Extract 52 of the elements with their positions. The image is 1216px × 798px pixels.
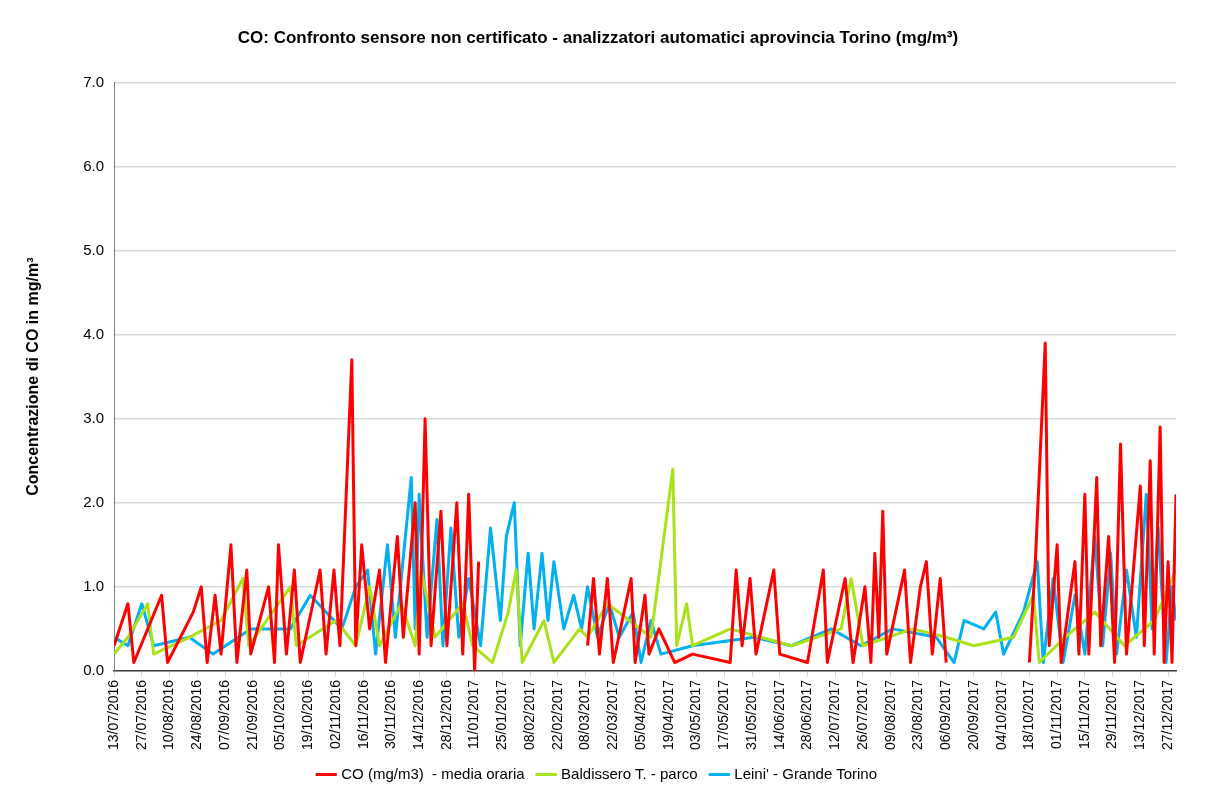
x-tick-label: 21/09/2016 bbox=[243, 679, 260, 751]
y-axis-title: Concentrazione di CO in mg/m³ bbox=[24, 257, 42, 496]
x-tick-label: 20/09/2017 bbox=[964, 679, 981, 751]
x-tick-label: 27/07/2016 bbox=[132, 679, 149, 751]
y-tick-label: 4.0 bbox=[83, 324, 105, 342]
x-tick-label: 05/04/2017 bbox=[631, 679, 648, 751]
x-tick-label: 09/08/2017 bbox=[881, 679, 898, 751]
x-tick-label: 12/07/2017 bbox=[826, 679, 843, 751]
x-tick-label: 28/12/2016 bbox=[437, 679, 454, 751]
x-tick-label: 25/01/2017 bbox=[493, 679, 510, 751]
y-tick-label: 0.0 bbox=[83, 661, 105, 679]
x-tick-label: 03/05/2017 bbox=[687, 679, 704, 751]
x-tick-label: 19/04/2017 bbox=[659, 679, 676, 751]
y-tick-label: 1.0 bbox=[83, 577, 105, 594]
x-tick-label: 29/11/2017 bbox=[1103, 679, 1120, 749]
x-tick-label: 18/10/2017 bbox=[1020, 679, 1037, 751]
x-tick-label: 15/11/2017 bbox=[1075, 679, 1092, 749]
x-tick-label: 31/05/2017 bbox=[742, 679, 759, 751]
x-tick-label: 10/08/2016 bbox=[160, 679, 177, 751]
legend-label: Baldissero T. - parco bbox=[561, 764, 698, 782]
y-tick-label: 2.0 bbox=[83, 492, 105, 510]
x-tick-label: 05/10/2016 bbox=[271, 679, 288, 751]
legend-label: CO (mg/m3) - media oraria bbox=[341, 764, 526, 782]
x-tick-label: 16/11/2016 bbox=[354, 679, 371, 749]
y-tick-label: 3.0 bbox=[83, 408, 105, 426]
x-tick-label: 08/03/2017 bbox=[576, 679, 593, 751]
x-tick-label: 06/09/2017 bbox=[937, 679, 954, 751]
x-tick-label: 26/07/2017 bbox=[853, 679, 870, 751]
legend-label: Leini' - Grande Torino bbox=[734, 764, 877, 782]
x-tick-label: 01/11/2017 bbox=[1047, 679, 1064, 749]
x-tick-label: 08/02/2017 bbox=[520, 679, 537, 751]
x-tick-label: 07/09/2016 bbox=[215, 679, 232, 751]
x-tick-label: 30/11/2016 bbox=[382, 679, 399, 749]
x-tick-label: 22/03/2017 bbox=[604, 679, 621, 751]
x-tick-label: 19/10/2016 bbox=[299, 679, 316, 751]
x-tick-label: 14/12/2016 bbox=[410, 679, 427, 751]
chart-title: CO: Confronto sensore non certificato - analizzatori automatici aprovincia Torino (mg/m³) bbox=[237, 27, 959, 47]
x-tick-label: 27/12/2017 bbox=[1158, 679, 1175, 751]
y-tick-label: 7.0 bbox=[83, 72, 105, 90]
x-tick-label: 11/01/2017 bbox=[465, 679, 482, 749]
x-tick-label: 28/06/2017 bbox=[798, 679, 815, 751]
x-tick-label: 04/10/2017 bbox=[992, 679, 1009, 751]
y-tick-label: 5.0 bbox=[83, 240, 105, 258]
x-tick-label: 22/02/2017 bbox=[548, 679, 565, 751]
x-tick-label: 13/12/2017 bbox=[1131, 679, 1148, 751]
x-tick-label: 24/08/2016 bbox=[188, 679, 205, 751]
y-tick-label: 6.0 bbox=[83, 156, 105, 174]
x-tick-label: 23/08/2017 bbox=[909, 679, 926, 751]
x-tick-label: 17/05/2017 bbox=[715, 679, 732, 751]
x-tick-label: 13/07/2016 bbox=[104, 679, 121, 751]
x-tick-label: 14/06/2017 bbox=[770, 679, 787, 751]
x-tick-label: 02/11/2016 bbox=[326, 679, 343, 749]
